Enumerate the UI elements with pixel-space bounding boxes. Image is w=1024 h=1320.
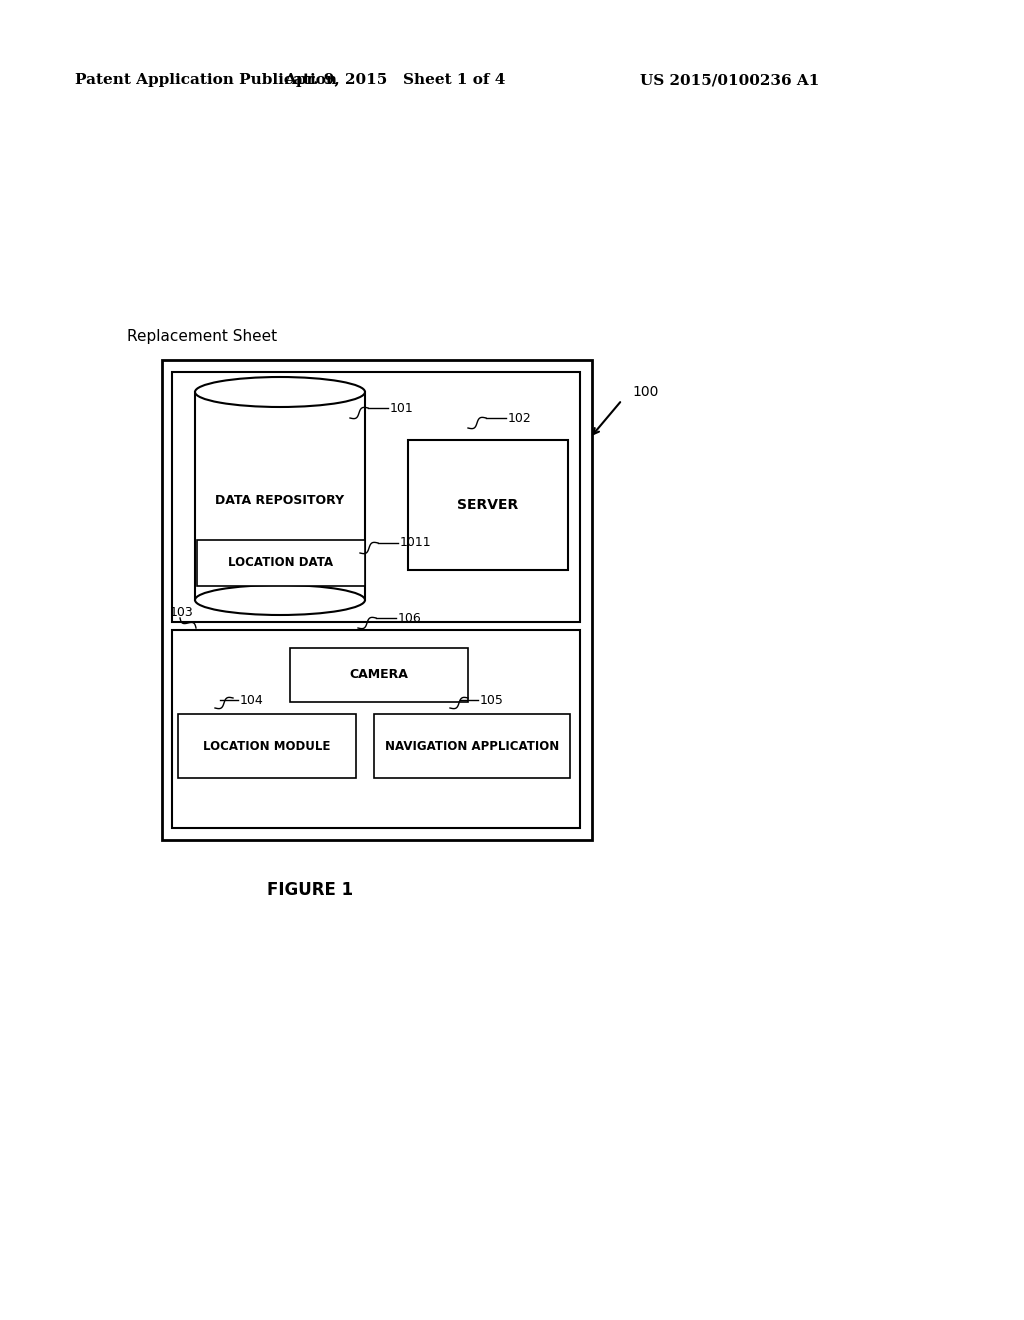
Text: US 2015/0100236 A1: US 2015/0100236 A1	[640, 73, 819, 87]
Ellipse shape	[195, 378, 365, 407]
Bar	[408, 440, 568, 570]
Text: CAMERA: CAMERA	[349, 668, 409, 681]
Bar	[162, 360, 592, 840]
Text: 101: 101	[390, 401, 414, 414]
Text: 1011: 1011	[400, 536, 432, 549]
Bar	[197, 540, 365, 586]
Text: Patent Application Publication: Patent Application Publication	[75, 73, 337, 87]
Text: LOCATION MODULE: LOCATION MODULE	[204, 739, 331, 752]
Text: 102: 102	[508, 412, 531, 425]
Text: 103: 103	[170, 606, 194, 619]
Bar	[178, 714, 356, 777]
Text: Replacement Sheet: Replacement Sheet	[127, 329, 278, 343]
Bar	[374, 714, 570, 777]
Text: 106: 106	[398, 611, 422, 624]
Bar	[172, 372, 580, 622]
Text: 100: 100	[632, 385, 658, 399]
Text: LOCATION DATA: LOCATION DATA	[228, 557, 334, 569]
Text: FIGURE 1: FIGURE 1	[267, 880, 353, 899]
Text: DATA REPOSITORY: DATA REPOSITORY	[215, 494, 344, 507]
Text: NAVIGATION APPLICATION: NAVIGATION APPLICATION	[385, 739, 559, 752]
Ellipse shape	[195, 585, 365, 615]
Bar	[172, 630, 580, 828]
Text: 104: 104	[240, 693, 264, 706]
Text: SERVER: SERVER	[458, 498, 518, 512]
Text: 105: 105	[480, 693, 504, 706]
Text: Apr. 9, 2015   Sheet 1 of 4: Apr. 9, 2015 Sheet 1 of 4	[285, 73, 506, 87]
Bar	[290, 648, 468, 702]
